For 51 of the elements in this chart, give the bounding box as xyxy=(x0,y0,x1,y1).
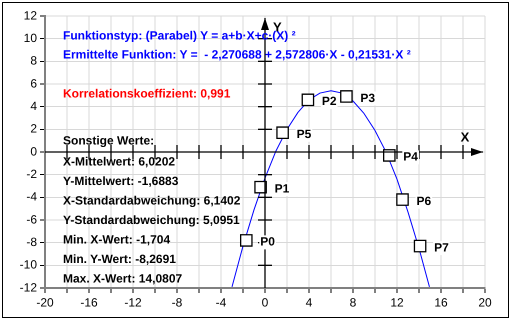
annotation: P6 xyxy=(416,194,432,208)
y-tick-label: -8 xyxy=(26,234,38,249)
annotation: X-Standardabweichung: 6,1402 xyxy=(63,193,241,208)
point xyxy=(396,193,409,206)
annotation: Korrelationskoeffizient: 0,991 xyxy=(63,86,231,100)
y-tick-label: -6 xyxy=(26,212,38,226)
x-tick-label: -8 xyxy=(172,296,183,310)
y-tick-label: 12 xyxy=(24,8,38,22)
y-tick-label: 10 xyxy=(24,30,38,45)
annotation: P5 xyxy=(296,127,312,142)
annotation: Y-Mittelwert: -1,6883 xyxy=(63,174,179,188)
point xyxy=(382,149,396,162)
annotation: P3 xyxy=(360,90,376,105)
x-tick-label: 4 xyxy=(306,296,313,310)
point xyxy=(340,90,353,103)
point xyxy=(240,234,253,247)
x-tick-label: 20 xyxy=(478,296,492,310)
annotation: Y-Standardabweichung: 5,0951 xyxy=(63,212,240,227)
annotation: Min. X-Wert: -1,704 xyxy=(63,232,170,246)
annotation: P4 xyxy=(403,150,418,164)
annotation: P2 xyxy=(322,94,337,108)
x-tick-label: 0 xyxy=(262,296,269,310)
x-tick-label: 12 xyxy=(390,296,404,310)
x-tick-label: -4 xyxy=(216,296,227,310)
y-tick-label: -2 xyxy=(26,166,38,181)
annotation: Min. Y-Wert: -8,2691 xyxy=(63,252,176,266)
y-tick-label: 2 xyxy=(30,122,38,136)
y-tick-label: -12 xyxy=(20,280,38,294)
x-tick-label: -16 xyxy=(80,296,98,310)
y-tick-label: 6 xyxy=(30,76,38,90)
x-tick-label: 16 xyxy=(434,296,448,310)
x-axis-title: X xyxy=(460,130,470,145)
point xyxy=(276,126,289,140)
annotation: Sonstige Werte: xyxy=(63,133,154,148)
text: Ermittelte Funktion: Y = - 2,270688 + 2,572806·X - 0,21531·X ² xyxy=(63,47,411,62)
annotation: P1 xyxy=(274,181,290,196)
point xyxy=(254,180,267,194)
y-tick-label: 4 xyxy=(30,98,38,113)
x-tick-label: 8 xyxy=(350,296,357,310)
y-tick-label: 0 xyxy=(30,144,38,158)
annotation: P7 xyxy=(434,240,450,254)
y-tick-label: -4 xyxy=(26,190,38,204)
annotation: P0 xyxy=(260,234,276,249)
annotation: Max. X-Wert: 14,0807 xyxy=(63,271,182,286)
annotation: X-Mittelwert: 6,0202 xyxy=(63,154,176,168)
y-tick-label: -10 xyxy=(20,258,38,272)
point xyxy=(414,240,426,252)
y-tick-label: 8 xyxy=(30,54,38,68)
x-tick-label: -12 xyxy=(124,296,142,310)
x-tick-label: -20 xyxy=(36,296,54,310)
point xyxy=(302,94,314,106)
